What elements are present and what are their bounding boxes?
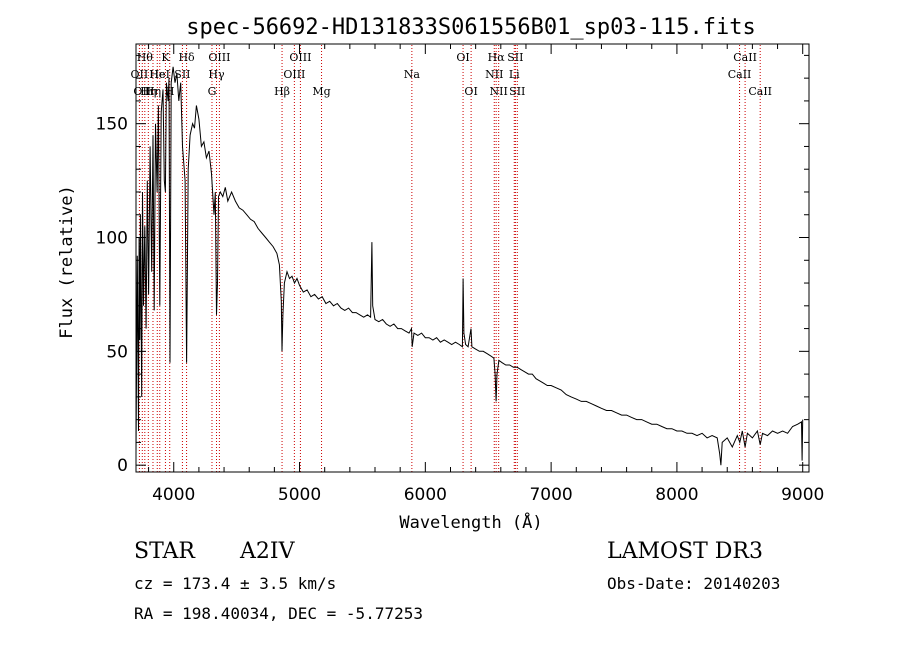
spectral-line-label: OIII	[283, 68, 305, 81]
y-axis-ticks: 0 50 100 150	[96, 54, 809, 476]
spectral-line-label: OIII	[289, 51, 311, 64]
x-tick-label: 5000	[278, 485, 321, 505]
spectral-line-label: Hη	[140, 85, 156, 98]
x-tick-label: 8000	[655, 485, 698, 505]
x-axis-label: Wavelength (Å)	[399, 511, 542, 533]
redshift-cz: cz = 173.4 ± 3.5 km/s	[134, 574, 337, 593]
y-tick-label: 150	[96, 115, 128, 135]
x-axis-ticks: 4000 5000 6000 7000 8000 9000	[148, 44, 824, 505]
spectral-line-label: G	[208, 85, 217, 98]
y-tick-label: 0	[117, 456, 128, 476]
y-axis-label: Flux (relative)	[57, 185, 77, 339]
spectral-line-label: Hβ	[274, 85, 290, 98]
spectral-line-label: NII	[485, 68, 503, 81]
spectral-line-label: OIII	[208, 51, 230, 64]
y-tick-label: 50	[106, 342, 128, 362]
spectral-line-label: SII	[174, 68, 190, 81]
x-tick-label: 9000	[781, 485, 824, 505]
spectral-line-label: CaII	[748, 85, 772, 98]
spectral-line-label: Mg	[312, 85, 330, 98]
spectral-line-label: Hα	[488, 51, 506, 64]
survey-name: LAMOST DR3	[607, 539, 763, 564]
spectral-line-label: OI	[456, 51, 469, 64]
spectrum-line	[135, 66, 804, 466]
x-tick-label: 7000	[529, 485, 572, 505]
spectral-line-label: Hδ	[178, 51, 195, 64]
spectral-line-label: NII	[490, 85, 508, 98]
spectral-line-label: OI	[464, 85, 477, 98]
spectral-line-label: H	[165, 85, 175, 98]
x-tick-label: 4000	[152, 485, 195, 505]
observation-date: Obs-Date: 20140203	[607, 574, 781, 593]
spectral-line-label: Hγ	[208, 68, 225, 81]
spectral-line-label: CaII	[733, 51, 757, 64]
spectral-line-label: K	[161, 51, 170, 64]
spectral-line-label: OII	[131, 68, 149, 81]
spectral-line-label: HeI	[150, 68, 170, 81]
spectral-line-label: SII	[507, 51, 523, 64]
spectral-line-label: OII	[133, 85, 151, 98]
spectral-line-label: CaII	[728, 68, 752, 81]
spectral-line-label: Na	[404, 68, 421, 81]
object-subclass: A2IV	[240, 539, 295, 564]
spectral-line-label: SII	[509, 85, 525, 98]
spectral-line-label: He	[149, 68, 165, 81]
ra-dec-coordinates: RA = 198.40034, DEC = -5.77253	[134, 604, 423, 623]
y-tick-label: 100	[96, 229, 128, 249]
spectral-line-label: Hθ	[137, 51, 154, 64]
plot-frame	[135, 43, 810, 473]
spectral-line-label: Li	[509, 68, 520, 81]
spectral-line-markers	[138, 45, 761, 472]
spectral-line-label: Hη	[145, 85, 161, 98]
x-tick-label: 6000	[404, 485, 447, 505]
object-class: STAR	[134, 539, 195, 564]
chart-title: spec-56692-HD131833S061556B01_sp03-115.f…	[186, 15, 756, 40]
